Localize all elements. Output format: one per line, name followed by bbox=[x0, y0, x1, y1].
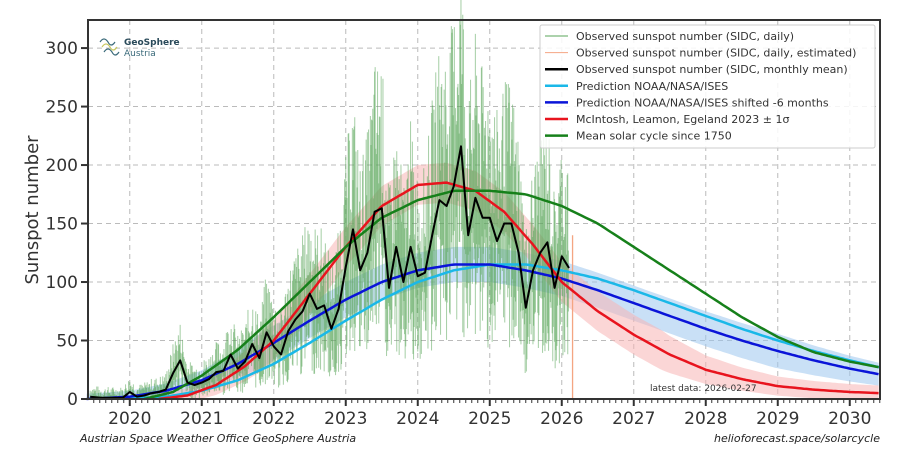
y-tick-label: 100 bbox=[46, 273, 78, 293]
legend-label: Mean solar cycle since 1750 bbox=[576, 130, 732, 143]
x-tick-label: 2022 bbox=[252, 409, 295, 429]
y-tick-label: 0 bbox=[67, 390, 78, 410]
x-tick-label: 2024 bbox=[396, 409, 439, 429]
latest-data-note: latest data: 2026-02-27 bbox=[650, 384, 757, 394]
y-tick-label: 200 bbox=[46, 156, 78, 176]
series-lines bbox=[86, 145, 881, 401]
y-tick-label: 150 bbox=[46, 215, 78, 235]
legend-label: Prediction NOAA/NASA/ISES shifted -6 mon… bbox=[576, 96, 829, 109]
series-line bbox=[143, 189, 879, 401]
y-tick-label: 250 bbox=[46, 98, 78, 118]
x-tick-label: 2027 bbox=[612, 409, 655, 429]
logo-text-line1: GeoSphere bbox=[124, 38, 180, 48]
series-line bbox=[90, 145, 570, 399]
x-axis: 2020 2021 2022 2023 2024 2025 2026 2027 2028 2029… bbox=[93, 399, 881, 429]
y-axis-label: Sunspot number bbox=[22, 135, 43, 285]
legend-label: Observed sunspot number (SIDC, daily, es… bbox=[576, 47, 856, 60]
y-axis: 0 50 100 150 200 250 300 bbox=[46, 39, 88, 410]
series-line bbox=[122, 263, 881, 401]
x-tick-label: 2023 bbox=[324, 409, 367, 429]
logo: GeoSphere Austria bbox=[99, 38, 180, 59]
logo-text-line2: Austria bbox=[124, 49, 156, 59]
x-tick-label: 2020 bbox=[108, 409, 151, 429]
y-tick-label: 50 bbox=[56, 332, 78, 352]
x-tick-label: 2030 bbox=[828, 409, 871, 429]
x-tick-label: 2021 bbox=[180, 409, 223, 429]
footer-right-link[interactable]: helioforecast.space/solarcycle bbox=[714, 432, 880, 445]
daily-observed-bars bbox=[89, 0, 574, 399]
geosphere-logo-icon bbox=[99, 38, 120, 56]
legend-label: Observed sunspot number (SIDC, daily) bbox=[576, 30, 794, 43]
x-tick-label: 2026 bbox=[540, 409, 583, 429]
legend: Observed sunspot number (SIDC, daily) Obs… bbox=[539, 24, 876, 149]
x-tick-label: 2025 bbox=[468, 409, 511, 429]
legend-label: Observed sunspot number (SIDC, monthly m… bbox=[576, 63, 848, 76]
x-tick-label: 2029 bbox=[756, 409, 799, 429]
footer-left: Austrian Space Weather Office GeoSphere … bbox=[79, 432, 356, 445]
x-tick-label: 2028 bbox=[684, 409, 727, 429]
series-line bbox=[158, 181, 879, 401]
legend-label: McIntosh, Leamon, Egeland 2023 ± 1σ bbox=[576, 113, 789, 126]
y-tick-label: 300 bbox=[46, 39, 78, 59]
legend-label: Prediction NOAA/NASA/ISES bbox=[576, 80, 728, 93]
